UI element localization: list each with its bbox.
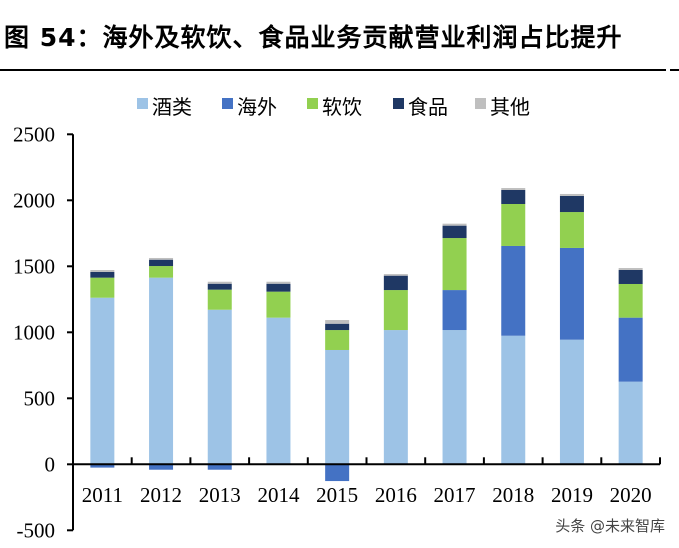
bar-2014-食品 [266,283,291,292]
bar-2016-酒类 [383,330,408,465]
title-divider-end [670,69,679,71]
bar-2011-其他 [90,269,115,272]
bar-2011-食品 [90,271,115,278]
bar-2015-其他 [325,320,350,324]
bar-2015-软饮 [325,330,350,350]
figure-title: 图 54：海外及软饮、食品业务贡献营业利润占比提升 [4,23,623,52]
legend-swatch-4 [475,98,486,109]
bar-2013-食品 [207,283,232,290]
bar-2017-软饮 [442,238,467,291]
x-tick-label: 2016 [375,483,417,507]
legend-swatch-2 [307,98,318,109]
y-tick-label: 2500 [13,122,55,146]
bar-2011-海外 [90,464,115,468]
x-tick-label: 2013 [199,483,241,507]
bar-2017-食品 [442,225,467,239]
bar-2012-海外 [149,464,174,470]
x-tick-label: 2012 [140,483,182,507]
bar-2011-软饮 [90,277,115,298]
bar-2019-酒类 [559,339,584,465]
y-tick-label: -500 [17,518,56,542]
y-tick-label: 1000 [13,320,55,344]
y-tick-label: 1500 [13,254,55,278]
bar-2015-海外 [325,464,350,482]
y-tick-label: 0 [45,452,56,476]
bar-2012-酒类 [149,277,174,465]
bar-2020-其他 [618,268,643,270]
title-divider [0,69,666,71]
bar-2013-酒类 [207,309,232,465]
bar-2019-海外 [559,247,584,340]
legend-label-0: 酒类 [152,95,192,119]
bar-2020-海外 [618,317,643,382]
legend-label-3: 食品 [408,95,448,119]
y-tick-label: 2000 [13,188,55,212]
bar-2015-食品 [325,323,350,331]
x-tick-label: 2015 [316,483,358,507]
x-tick-label: 2017 [434,483,476,507]
bar-2020-食品 [618,269,643,284]
bar-2017-海外 [442,290,467,331]
bar-2012-软饮 [149,266,174,278]
legend-label-2: 软饮 [322,95,362,119]
bar-2013-海外 [207,464,232,470]
bar-2012-食品 [149,259,174,267]
x-tick-label: 2020 [610,483,652,507]
y-tick-label: 500 [24,386,56,410]
x-tick-label: 2011 [82,483,123,507]
bar-2018-软饮 [501,203,526,246]
bar-2012-其他 [149,257,174,260]
legend-swatch-3 [393,98,404,109]
bar-2018-其他 [501,188,526,191]
bar-2019-软饮 [559,212,584,248]
bar-2013-软饮 [207,289,232,310]
bar-2011-酒类 [90,297,115,465]
bar-2017-酒类 [442,330,467,465]
bar-2015-酒类 [325,349,350,465]
legend-label-1: 海外 [237,95,277,119]
bar-2014-软饮 [266,291,291,318]
bar-2020-酒类 [618,381,643,465]
bar-2018-食品 [501,190,526,204]
bar-2019-其他 [559,193,584,196]
bar-2016-食品 [383,275,408,291]
bar-2019-食品 [559,195,584,213]
legend-label-4: 其他 [490,95,530,119]
bar-2016-软饮 [383,290,408,331]
bar-2014-其他 [266,281,291,284]
bar-2017-其他 [442,223,467,226]
bar-2016-其他 [383,274,408,276]
bar-2020-软饮 [618,283,643,318]
x-tick-label: 2019 [551,483,593,507]
legend-swatch-0 [137,98,148,109]
legend-swatch-1 [222,98,233,109]
bar-2013-其他 [207,281,232,284]
bar-2014-酒类 [266,317,291,465]
x-tick-label: 2014 [257,483,300,507]
bar-2018-海外 [501,245,526,336]
watermark: 头条 @未来智库 [555,517,665,535]
bar-2018-酒类 [501,335,526,465]
x-tick-label: 2018 [492,483,534,507]
